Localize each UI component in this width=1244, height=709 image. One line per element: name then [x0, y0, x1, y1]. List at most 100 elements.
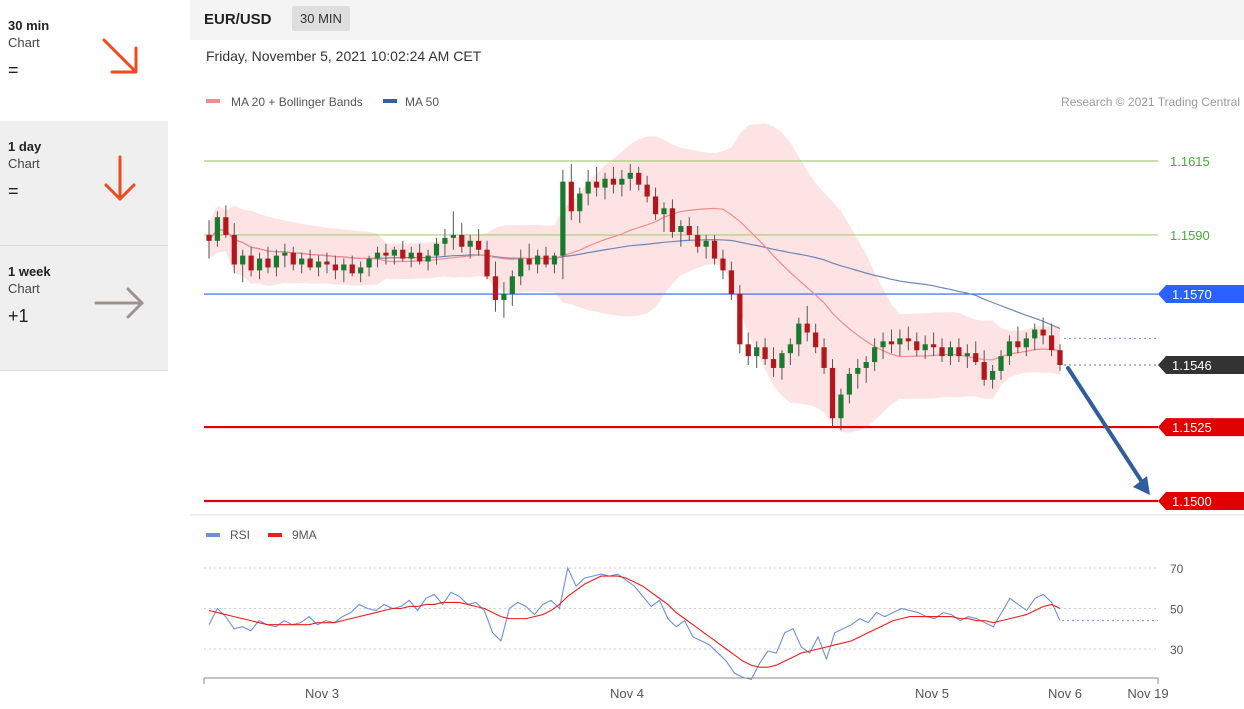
candle-body: [256, 258, 263, 271]
timeframe-label: 30 min: [8, 18, 50, 33]
candle-body: [880, 341, 886, 348]
candle: [754, 341, 760, 368]
candle-body: [1006, 341, 1013, 357]
candle-body: [484, 249, 490, 277]
candle: [821, 338, 827, 374]
candle-body: [846, 373, 852, 395]
forecast-arrow-shaft: [1066, 366, 1146, 487]
candle: [248, 246, 254, 277]
candle: [711, 234, 718, 265]
candle: [931, 332, 937, 357]
candle: [332, 255, 338, 280]
timeframe-badge[interactable]: 30 MIN: [292, 6, 350, 31]
pivot-label: 1.1570: [1172, 287, 1212, 302]
candle: [796, 317, 802, 357]
candle: [593, 166, 600, 197]
candle-body: [754, 347, 760, 357]
candle-body: [863, 362, 869, 368]
copyright-text: Research © 2021 Trading Central: [1061, 95, 1240, 109]
signal-summary-panel: 30 min Chart = 1 day Chart = 1 week Char…: [0, 0, 168, 373]
candle-body: [964, 353, 970, 357]
candle-body: [728, 270, 735, 295]
x-tick-label: Nov 5: [915, 686, 949, 701]
legend-9ma-label: 9MA: [292, 528, 317, 542]
last-price-tag: [1158, 356, 1244, 374]
candle: [543, 246, 549, 268]
candle: [720, 249, 726, 280]
candle-body: [1032, 329, 1038, 339]
candle: [661, 202, 667, 232]
rsi-panel: 70 50 30: [204, 562, 1184, 681]
signal-value: +1: [8, 306, 29, 326]
signal-card-1day[interactable]: 1 day Chart =: [0, 121, 168, 246]
candle-body: [265, 258, 271, 268]
candle: [813, 323, 819, 354]
arrow-down-icon: [92, 155, 148, 201]
candle-body: [931, 344, 937, 348]
candle-body: [509, 276, 515, 295]
candle-body: [543, 255, 549, 265]
candle: [206, 220, 212, 259]
candle: [973, 341, 979, 365]
candle: [324, 252, 330, 274]
x-axis: Nov 3 Nov 4 Nov 5 Nov 6 Nov 19: [203, 677, 1169, 701]
candle: [526, 243, 532, 271]
legend-swatch-ma20: [206, 99, 220, 103]
candle-body: [610, 178, 617, 185]
candle-body: [206, 234, 212, 241]
candle-body: [349, 264, 355, 274]
candle: [880, 332, 886, 360]
candle: [290, 246, 296, 271]
candle-body: [838, 394, 844, 419]
candle: [240, 249, 246, 283]
candle: [534, 249, 541, 274]
candle-body: [1057, 350, 1063, 365]
candle-body: [1040, 329, 1046, 336]
candle-body: [644, 184, 650, 197]
arrow-down-right-icon: [92, 34, 148, 80]
signal-card-1week[interactable]: 1 week Chart +1: [0, 246, 168, 371]
candle: [804, 305, 810, 342]
candle: [1015, 326, 1021, 354]
candle: [787, 338, 793, 365]
candle-body: [282, 252, 288, 256]
candlesticks: [206, 163, 1063, 431]
candle-body: [711, 240, 718, 259]
candle-body: [425, 255, 431, 262]
candle-body: [762, 347, 768, 360]
candle-body: [989, 370, 996, 380]
candle-body: [551, 255, 558, 265]
candle: [947, 341, 954, 365]
candle-body: [577, 193, 583, 212]
candle: [939, 338, 945, 363]
candle: [636, 166, 642, 191]
candle-body: [560, 181, 566, 256]
candle: [770, 347, 777, 377]
timeframe-label: 1 week: [8, 264, 51, 279]
candle: [256, 252, 263, 280]
candle-body: [526, 258, 532, 265]
candle-body: [636, 172, 642, 185]
candle: [964, 344, 970, 368]
pivot-label-tag: [1158, 285, 1244, 304]
signal-card-30min[interactable]: 30 min Chart =: [0, 0, 168, 125]
candle-body: [796, 323, 802, 345]
candle-body: [341, 264, 347, 271]
candle: [897, 329, 903, 357]
chart-datetime: Friday, November 5, 2021 10:02:24 AM CET: [206, 48, 482, 64]
x-tick-label: Nov 3: [305, 686, 339, 701]
candle-body: [914, 341, 920, 351]
candle-body: [391, 249, 397, 256]
moving-averages: [208, 207, 1061, 361]
candle: [922, 335, 928, 360]
candle: [998, 350, 1004, 380]
candle-body: [695, 234, 701, 247]
candle-body: [417, 252, 423, 262]
symbol-title: EUR/USD: [204, 11, 272, 28]
rsi-line: [208, 566, 1061, 681]
legend-rsi-label: RSI: [230, 528, 250, 542]
candle: [425, 249, 431, 271]
candle: [695, 226, 701, 253]
candle-body: [678, 226, 684, 232]
candle: [383, 243, 389, 265]
